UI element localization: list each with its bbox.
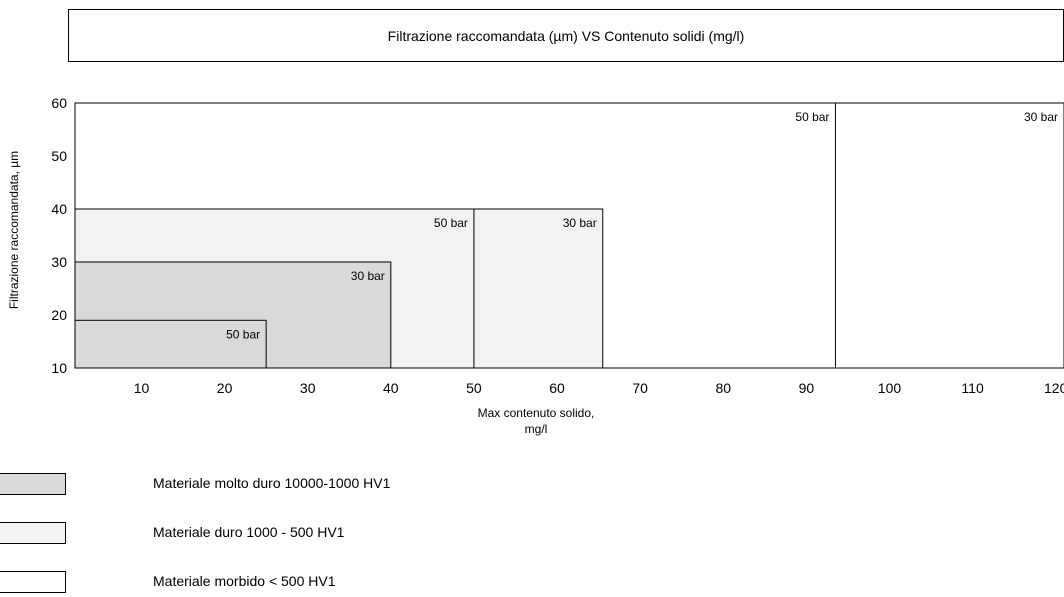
legend-swatch-morbido — [0, 571, 66, 593]
y-tick-label: 30 — [51, 254, 67, 270]
x-tick-label: 120 — [1044, 380, 1064, 396]
x-tick-label: 40 — [383, 380, 399, 396]
x-tick-label: 100 — [878, 380, 902, 396]
region-label: 30 bar — [1024, 110, 1058, 124]
y-tick-label: 40 — [51, 201, 67, 217]
plot-frame — [74, 102, 1064, 369]
x-tick-label: 80 — [715, 380, 731, 396]
x-tick-label: 20 — [217, 380, 233, 396]
region-label: 50 bar — [434, 216, 468, 230]
legend-swatch-duro — [0, 522, 66, 544]
y-tick-label: 20 — [51, 307, 67, 323]
y-tick-label: 10 — [51, 360, 67, 376]
regions-layer — [74, 102, 1064, 369]
y-tick-label: 50 — [51, 148, 67, 164]
region-label: 30 bar — [563, 216, 597, 230]
x-tick-label: 10 — [134, 380, 150, 396]
x-tick-label: 70 — [632, 380, 648, 396]
legend-label-duro: Materiale duro 1000 - 500 HV1 — [153, 524, 345, 540]
region-label: 30 bar — [351, 269, 385, 283]
legend-label-morbido: Materiale morbido < 500 HV1 — [153, 573, 336, 589]
y-tick-label: 60 — [51, 95, 67, 111]
region-label: 50 bar — [226, 327, 260, 341]
x-tick-labels: 10 20 30 40 50 60 70 80 90 100 110 120 — [134, 380, 1064, 396]
x-tick-label: 110 — [961, 380, 984, 396]
x-axis-label-line1: Max contenuto solido, — [478, 406, 595, 420]
x-axis-label-line2: mg/l — [525, 422, 548, 436]
y-axis-label: Filtrazione raccomandata, µm — [7, 151, 21, 309]
legend-swatch-molto-duro — [0, 473, 66, 495]
y-tick-labels: 10 20 30 40 50 60 — [51, 95, 67, 376]
region-labels-layer: 30 bar 50 bar 30 bar 50 bar 30 bar 50 bar — [226, 110, 1058, 341]
chart-title: Filtrazione raccomandata (µm) VS Contenu… — [387, 27, 745, 44]
legend-label-molto-duro: Materiale molto duro 10000-1000 HV1 — [153, 475, 391, 491]
region-label: 50 bar — [795, 110, 829, 124]
region-molto_duro-50-bar — [74, 319, 267, 369]
x-tick-label: 60 — [549, 380, 565, 396]
x-tick-label: 30 — [300, 380, 316, 396]
x-tick-label: 50 — [466, 380, 482, 396]
x-tick-label: 90 — [799, 380, 815, 396]
